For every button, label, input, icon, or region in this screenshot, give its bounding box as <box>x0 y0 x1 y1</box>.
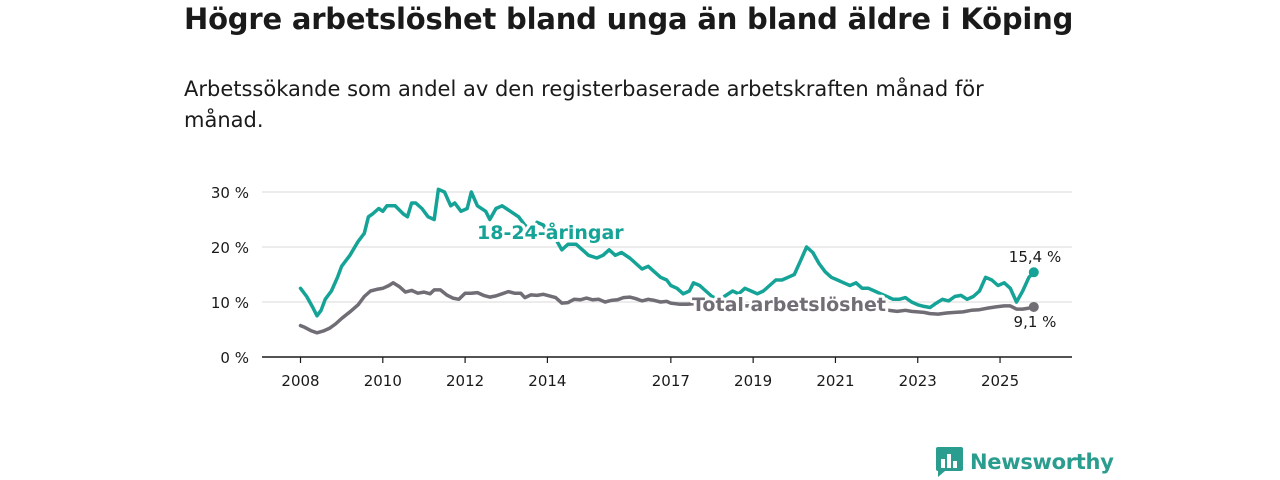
end-label-total: 9,1 % <box>1014 313 1057 331</box>
newsworthy-bar-chart-icon <box>936 447 963 477</box>
x-tick-label: 2019 <box>734 372 772 390</box>
series-label-total-halo: Total arbetslöshet <box>692 294 886 316</box>
series-lines <box>298 187 1039 335</box>
end-label-youth: 15,4 % <box>1009 248 1061 266</box>
series-label-youth: 18-24-åringar <box>477 220 624 244</box>
y-tick-label: 10 % <box>211 294 249 312</box>
x-tick-label: 2021 <box>816 372 854 390</box>
x-tick-label: 2023 <box>899 372 937 390</box>
series-label-total: Total arbetslöshet <box>692 294 886 316</box>
y-tick-label: 0 % <box>220 349 249 367</box>
chart-title: Högre arbetslöshet bland unga än bland ä… <box>184 2 1074 36</box>
series-line-youth <box>298 187 1036 318</box>
series-end-point <box>1028 267 1039 278</box>
x-axis: 2008 2010 2012 2014 2017 2019 2021 2023 2025 <box>262 356 1072 390</box>
x-tick-label: 2017 <box>652 372 690 390</box>
x-tick-label: 2008 <box>281 372 319 390</box>
series-line-total <box>298 281 1036 335</box>
x-tick-label: 2025 <box>981 372 1019 390</box>
y-tick-label: 20 % <box>211 239 249 257</box>
series-label-youth-halo: 18-24-åringar <box>477 220 624 244</box>
newsworthy-logo[interactable]: Newsworthy <box>936 447 1114 477</box>
y-axis-ticks: 0 % 10 % 20 % 30 % <box>211 184 249 367</box>
x-tick-label: 2012 <box>446 372 484 390</box>
chart-subtitle: Arbetssökande som andel av den registerb… <box>184 77 984 132</box>
y-tick-label: 30 % <box>211 184 249 202</box>
x-tick-label: 2014 <box>528 372 566 390</box>
x-tick-label: 2010 <box>364 372 402 390</box>
brand-name: Newsworthy <box>970 450 1114 474</box>
series-end-point <box>1028 301 1039 312</box>
